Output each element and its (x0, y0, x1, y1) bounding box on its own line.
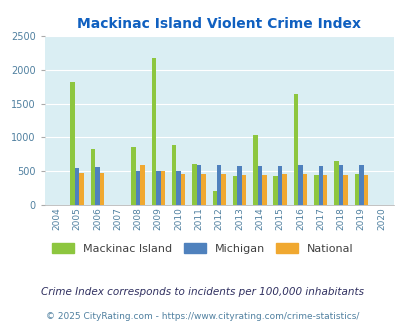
Bar (343, 175, 347, 205)
Bar (196, 165, 200, 205)
Bar (172, 145, 176, 205)
Bar (75, 168, 79, 205)
Bar (338, 165, 343, 205)
Bar (318, 166, 322, 205)
Bar (253, 135, 257, 205)
Bar (358, 165, 363, 205)
Bar (151, 57, 156, 205)
Bar (160, 171, 164, 205)
Bar (282, 174, 286, 205)
Bar (200, 174, 205, 205)
Bar (70, 82, 75, 205)
Text: Crime Index corresponds to incidents per 100,000 inhabitants: Crime Index corresponds to incidents per… (41, 287, 364, 297)
Bar (302, 174, 307, 205)
Bar (363, 175, 367, 205)
Bar (237, 166, 241, 205)
Bar (135, 171, 140, 205)
Bar (131, 148, 135, 205)
Bar (192, 164, 196, 205)
Legend: Mackinac Island, Michigan, National: Mackinac Island, Michigan, National (48, 239, 357, 258)
Bar (212, 191, 216, 205)
Bar (79, 173, 83, 205)
Bar (334, 161, 338, 205)
Bar (241, 175, 245, 205)
Bar (257, 166, 262, 205)
Bar (322, 175, 327, 205)
Bar (181, 174, 185, 205)
Bar (156, 171, 160, 205)
Bar (176, 171, 181, 205)
Bar (232, 176, 237, 205)
Bar (216, 165, 221, 205)
Bar (140, 165, 144, 205)
Bar (293, 93, 297, 205)
Bar (277, 166, 282, 205)
Title: Mackinac Island Violent Crime Index: Mackinac Island Violent Crime Index (77, 17, 360, 31)
Bar (298, 165, 302, 205)
Bar (100, 173, 104, 205)
Bar (221, 174, 226, 205)
Bar (354, 174, 358, 205)
Text: © 2025 CityRating.com - https://www.cityrating.com/crime-statistics/: © 2025 CityRating.com - https://www.city… (46, 312, 359, 321)
Bar (262, 175, 266, 205)
Bar (95, 167, 99, 205)
Bar (91, 149, 95, 205)
Bar (313, 175, 318, 205)
Bar (273, 176, 277, 205)
